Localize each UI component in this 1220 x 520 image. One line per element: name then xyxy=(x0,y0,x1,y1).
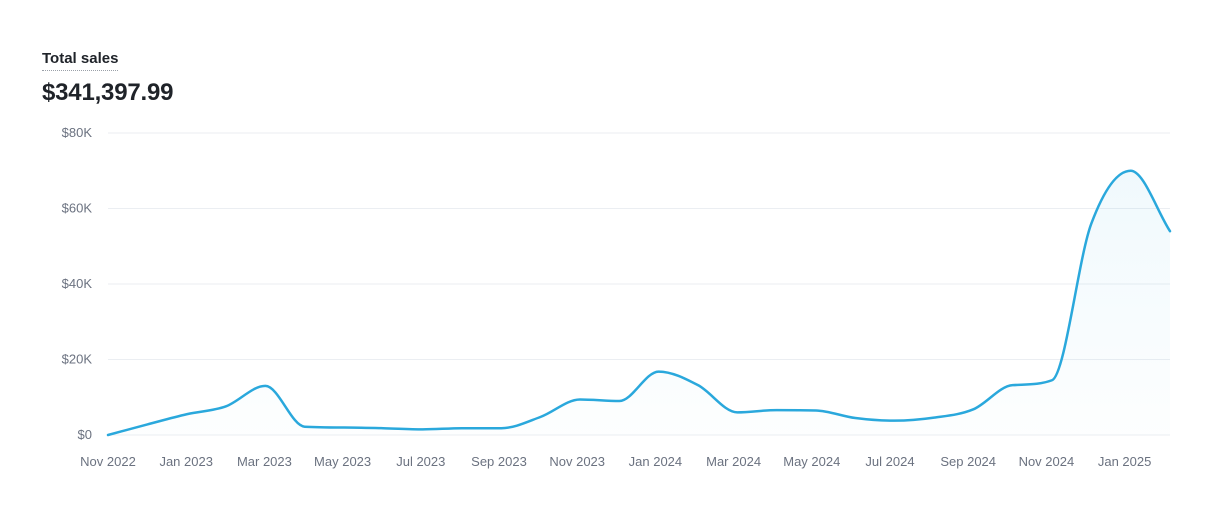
data-point xyxy=(105,432,111,438)
x-tick-label: Jul 2024 xyxy=(865,454,914,469)
x-tick-label: Mar 2023 xyxy=(237,454,292,469)
data-point xyxy=(1010,382,1016,388)
x-tick-label: Nov 2022 xyxy=(80,454,136,469)
data-point xyxy=(577,397,583,403)
data-point xyxy=(498,425,504,431)
sales-area-fill xyxy=(108,170,1170,435)
x-tick-label: Jan 2025 xyxy=(1098,454,1152,469)
data-point xyxy=(970,406,976,412)
chart-header: Total sales $341,397.99 xyxy=(42,50,173,107)
data-point xyxy=(420,426,426,432)
data-point xyxy=(1088,221,1094,227)
data-point xyxy=(695,382,701,388)
x-tick-label: Mar 2024 xyxy=(706,454,761,469)
x-tick-label: Jul 2023 xyxy=(396,454,445,469)
data-point xyxy=(774,407,780,413)
x-tick-label: Nov 2023 xyxy=(549,454,605,469)
x-tick-label: Jan 2024 xyxy=(629,454,683,469)
data-point xyxy=(1167,228,1173,234)
y-axis-ticks: $0 $20K $40K $60K $80K xyxy=(62,125,93,442)
data-point xyxy=(656,369,662,375)
data-point xyxy=(852,415,858,421)
data-point xyxy=(262,383,268,389)
y-tick-label: $80K xyxy=(62,125,93,140)
data-point xyxy=(616,398,622,404)
data-point xyxy=(184,411,190,417)
x-tick-label: May 2024 xyxy=(783,454,840,469)
data-point xyxy=(302,424,308,430)
data-point xyxy=(813,407,819,413)
data-point xyxy=(144,421,150,427)
y-tick-label: $60K xyxy=(62,201,93,216)
x-tick-label: Sep 2023 xyxy=(471,454,527,469)
data-point xyxy=(734,409,740,415)
data-point xyxy=(1128,168,1134,174)
data-point xyxy=(1049,377,1055,383)
data-point xyxy=(931,415,937,421)
data-point xyxy=(223,403,229,409)
x-tick-label: May 2023 xyxy=(314,454,371,469)
x-tick-label: Sep 2024 xyxy=(940,454,996,469)
data-point xyxy=(538,414,544,420)
data-point xyxy=(892,418,898,424)
y-tick-label: $40K xyxy=(62,276,93,291)
y-tick-label: $20K xyxy=(62,352,93,367)
metric-value: $341,397.99 xyxy=(42,79,174,106)
y-tick-label: $0 xyxy=(78,427,92,442)
data-point xyxy=(380,425,386,431)
data-point xyxy=(341,424,347,430)
x-tick-label: Jan 2023 xyxy=(159,454,213,469)
sales-series-line[interactable] xyxy=(106,169,1172,437)
x-axis-ticks: Nov 2022 Jan 2023 Mar 2023 May 2023 Jul 2023… xyxy=(80,454,1151,469)
data-point xyxy=(459,425,465,431)
metric-label[interactable]: Total sales xyxy=(42,50,119,71)
x-tick-label: Nov 2024 xyxy=(1019,454,1075,469)
